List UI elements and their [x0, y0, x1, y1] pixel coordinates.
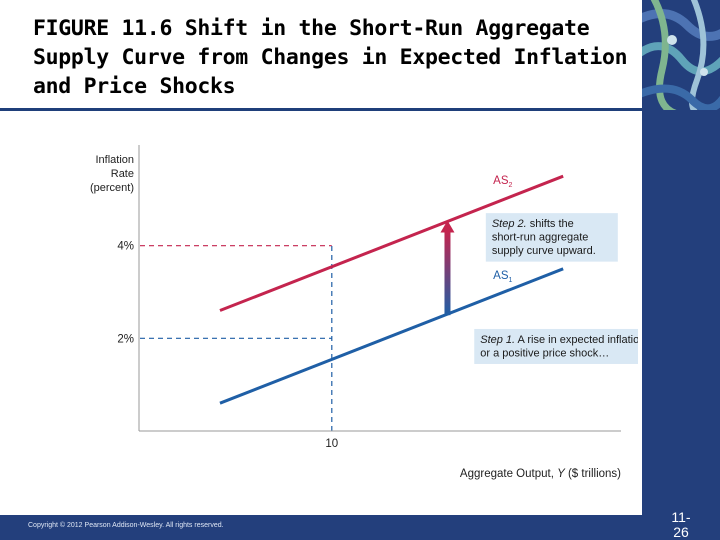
- x-axis-label: Aggregate Output, Y ($ trillions): [460, 468, 621, 480]
- y-tick-label: 4%: [117, 241, 134, 253]
- footer-strip: Copyright © 2012 Pearson Addison-Wesley.…: [0, 515, 642, 540]
- shift-arrow-head: [440, 220, 455, 233]
- series-label-as2: AS2: [493, 175, 512, 189]
- series-label-subscript: 2: [509, 182, 513, 189]
- y-axis-label-line: (percent): [90, 182, 134, 194]
- callout-line: A rise in expected inflation: [515, 334, 638, 346]
- series-label-name: AS: [493, 270, 509, 282]
- callout-line: short-run aggregate: [492, 232, 589, 244]
- y-tick-label: 2%: [117, 333, 134, 345]
- y-axis-label-line: Inflation: [95, 154, 134, 166]
- callout-box-step2: [485, 213, 618, 262]
- callout-line: or a positive price shock…: [480, 347, 609, 359]
- slide-number: 11- 26: [671, 509, 691, 540]
- callout-lead: Step 1.: [480, 334, 515, 346]
- x-axis-label-prefix: Aggregate Output,: [460, 468, 557, 480]
- series-label-as1: AS1: [493, 270, 512, 284]
- y-axis-label-line: Rate: [111, 168, 134, 180]
- series-label-name: AS: [493, 175, 509, 187]
- slide-title: FIGURE 11.6 Shift in the Short-Run Aggre…: [33, 16, 628, 99]
- x-axis-label-var: Y: [557, 468, 566, 480]
- decorative-side-bar: 11- 26: [642, 0, 720, 540]
- callout-text-step2: Step 2. shifts the short-run aggregate sup…: [492, 218, 596, 257]
- decorative-pattern: [642, 0, 720, 110]
- callout-text-step1: Step 1. A rise in expected inflation or a…: [480, 334, 638, 360]
- title-rule: [0, 108, 642, 111]
- copyright-text: Copyright © 2012 Pearson Addison-Wesley.…: [28, 522, 224, 529]
- shift-arrow-shaft: [444, 230, 451, 316]
- callout-line: supply curve upward.: [492, 245, 596, 257]
- series-line-as2: [219, 174, 564, 312]
- figure-panel: Step 2. shifts the short-run aggregate sup…: [12, 113, 685, 515]
- x-axis-label-suffix: ($ trillions): [565, 468, 621, 480]
- series-line-as1: [219, 267, 564, 405]
- callout-lead: Step 2.: [492, 218, 527, 230]
- series-label-subscript: 1: [509, 277, 513, 284]
- as-shift-chart: Step 2. shifts the short-run aggregate sup…: [90, 145, 685, 480]
- callout-line: shifts the: [527, 218, 574, 230]
- y-axis-label: Inflation Rate (percent): [90, 154, 134, 194]
- x-tick-label: 10: [325, 438, 338, 450]
